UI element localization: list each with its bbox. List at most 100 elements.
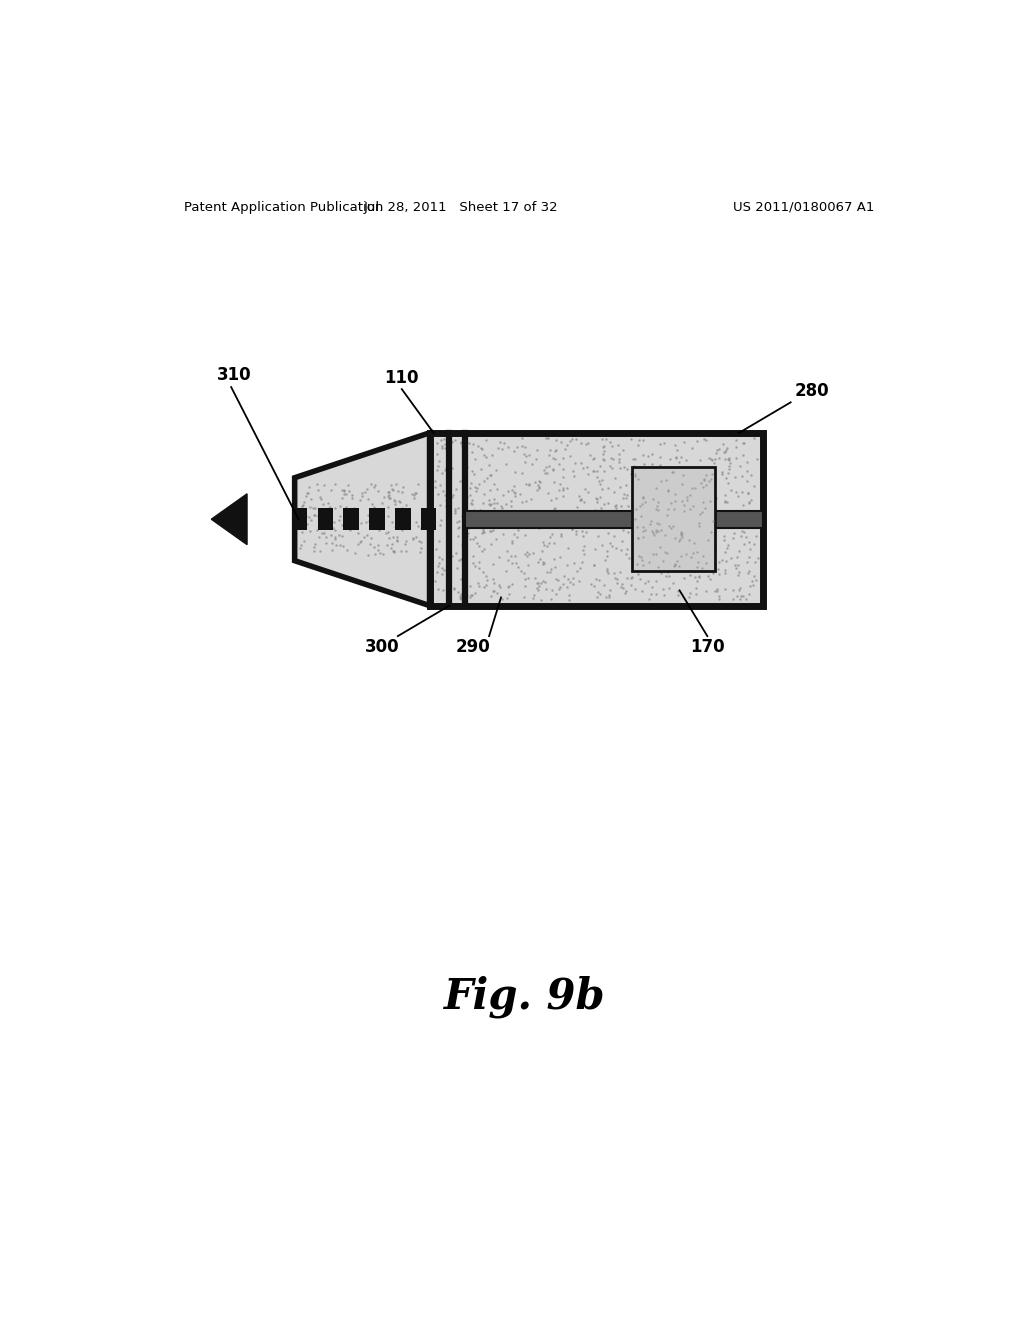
Point [428,562,444,583]
Point [514,436,530,457]
Point [344,484,360,506]
Point [460,523,476,544]
Point [529,573,546,594]
Point [723,479,739,500]
Point [549,507,565,528]
Point [365,504,381,525]
Point [367,475,383,496]
Point [340,475,356,496]
Point [641,589,657,610]
Point [370,480,386,502]
Point [705,510,721,531]
Point [641,467,657,488]
Point [315,521,332,543]
Point [365,507,381,528]
Point [470,552,486,573]
Point [620,568,636,589]
Point [659,498,676,519]
Point [741,583,758,605]
Point [536,535,552,556]
Point [380,521,396,543]
Point [407,482,423,503]
Point [618,539,635,560]
Point [430,483,446,504]
Point [751,506,767,527]
Point [697,498,714,519]
Point [305,504,322,525]
Point [432,494,449,515]
Point [544,558,560,579]
Point [685,532,701,553]
Point [387,516,403,537]
Point [482,520,499,541]
Point [406,528,422,549]
Point [559,478,575,499]
Point [364,494,380,515]
Point [461,432,477,453]
Point [471,473,487,494]
Point [583,573,599,594]
Point [457,585,473,606]
Point [676,568,692,589]
Point [465,545,481,566]
Text: Jul. 28, 2011   Sheet 17 of 32: Jul. 28, 2011 Sheet 17 of 32 [364,201,559,214]
Point [504,479,520,500]
Point [484,553,501,574]
Point [660,479,677,500]
Point [384,533,400,554]
Point [451,511,467,532]
Point [300,477,316,498]
Point [435,480,452,502]
Point [659,504,676,525]
Point [641,471,657,492]
Point [483,586,500,607]
Point [516,586,532,607]
Point [634,529,650,550]
Point [489,492,506,513]
Point [599,561,615,582]
Point [446,578,463,599]
Point [691,565,708,586]
Point [673,545,689,566]
Point [630,527,646,548]
Point [604,457,621,478]
Point [456,438,472,459]
Point [471,504,487,525]
Point [612,495,629,516]
Point [366,537,382,558]
Point [510,557,526,578]
Point [652,433,669,454]
Point [369,512,385,533]
Point [627,463,643,484]
Point [294,495,310,516]
Point [394,477,411,498]
Point [516,524,532,545]
Point [565,573,582,594]
Point [572,490,589,511]
Point [586,449,602,470]
Point [442,449,459,470]
Point [685,462,701,483]
Point [684,438,700,459]
Point [726,554,742,576]
Point [746,512,763,533]
Point [734,432,751,453]
Text: Patent Application Publication: Patent Application Publication [183,201,383,214]
Point [553,525,569,546]
Point [654,550,671,572]
Point [633,519,649,540]
Point [641,513,657,535]
Point [386,540,402,561]
Point [563,519,580,540]
Point [688,577,705,598]
Point [589,488,605,510]
Point [676,531,692,552]
Point [490,574,507,595]
Point [697,475,714,496]
Point [334,525,350,546]
Point [307,498,324,519]
Point [334,515,350,536]
Point [674,474,690,495]
Point [476,521,493,543]
Point [530,573,547,594]
